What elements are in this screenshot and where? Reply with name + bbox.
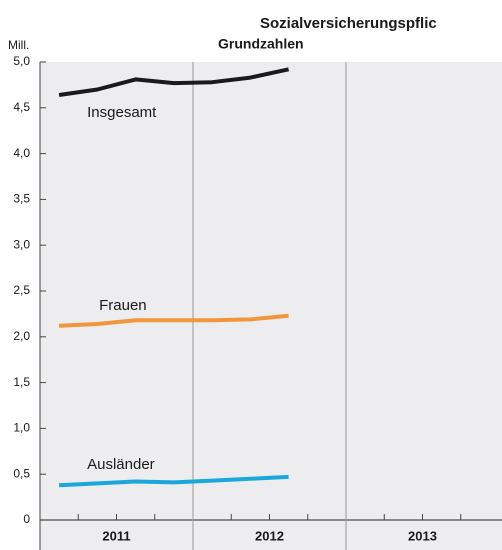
y-tick-label: 4,5: [13, 100, 30, 114]
y-tick-label: 4,0: [13, 146, 30, 160]
series-label: Frauen: [99, 297, 147, 314]
y-axis-label: Mill.: [8, 38, 29, 52]
y-tick-label: 3,5: [13, 192, 30, 206]
plot-background: [40, 62, 502, 550]
y-tick-label: 1,5: [13, 375, 30, 389]
chart-title: Sozialversicherungspflic: [260, 15, 437, 32]
x-year-label: 2012: [255, 528, 284, 543]
y-tick-label: 2,5: [13, 283, 30, 297]
x-year-label: 2013: [408, 528, 437, 543]
series-line: [59, 313, 289, 328]
y-tick-label: 1,0: [13, 421, 30, 435]
y-tick-label: 0: [23, 512, 30, 526]
series-line: [58, 67, 290, 97]
chart-subtitle: Grundzahlen: [218, 36, 304, 52]
y-tick-label: 0,5: [13, 466, 30, 480]
series-label: Insgesamt: [87, 104, 157, 121]
series-line: [59, 474, 289, 488]
y-tick-label: 2,0: [13, 329, 30, 343]
x-year-label: 2011: [102, 528, 130, 543]
series-label: Ausländer: [87, 456, 155, 473]
y-tick-label: 5,0: [13, 54, 30, 68]
y-tick-label: 3,0: [13, 237, 30, 251]
